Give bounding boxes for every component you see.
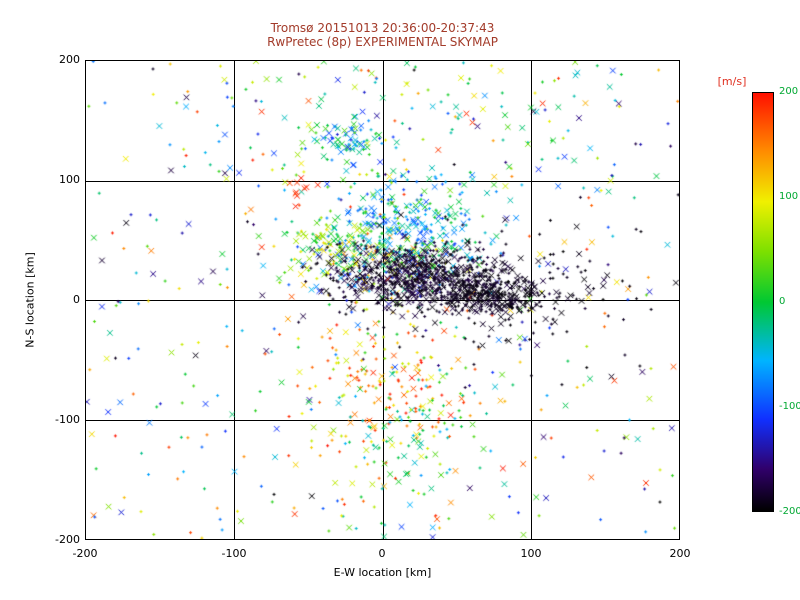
colorbar-tick-neg200: -200 — [779, 506, 800, 517]
y-tick-neg100: -100 — [55, 413, 80, 426]
colorbar-tick-neg100: -100 — [779, 401, 800, 412]
y-tick-0: 0 — [73, 293, 80, 306]
y-tick-neg200: -200 — [55, 533, 80, 546]
plot-area — [85, 60, 680, 540]
x-tick-0: 0 — [378, 547, 386, 560]
colorbar — [752, 92, 774, 512]
x-tick-neg200: -200 — [72, 547, 98, 560]
chart-subtitle: RwPretec (8p) EXPERIMENTAL SKYMAP — [267, 35, 498, 49]
x-tick-neg100: -100 — [221, 547, 247, 560]
colorbar-tick-200: 200 — [779, 86, 799, 97]
colorbar-tick-0: 0 — [779, 296, 786, 307]
scatter-canvas — [86, 61, 679, 539]
chart-title: Tromsø 20151013 20:36:00-20:37:43 — [270, 21, 495, 35]
y-tick-100: 100 — [59, 173, 80, 186]
title-block: Tromsø 20151013 20:36:00-20:37:43 RwPret… — [85, 21, 680, 49]
colorbar-units-label: [m/s] — [717, 75, 747, 88]
x-tick-100: 100 — [520, 547, 542, 560]
x-axis-label: E-W location [km] — [333, 566, 432, 579]
x-tick-200: 200 — [669, 547, 691, 560]
y-tick-200: 200 — [59, 53, 80, 66]
colorbar-tick-100: 100 — [779, 191, 799, 202]
